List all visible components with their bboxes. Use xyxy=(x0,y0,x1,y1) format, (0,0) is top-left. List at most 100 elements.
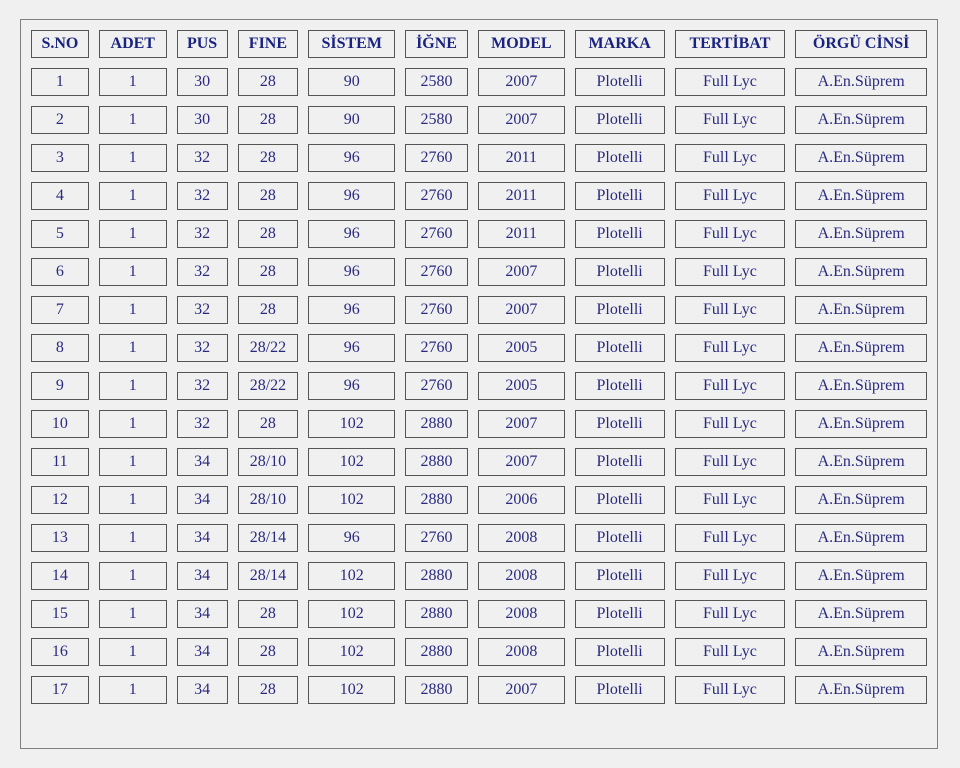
cell-marka: Plotelli xyxy=(574,182,665,210)
cell-marka: Plotelli xyxy=(574,68,665,96)
cell-marka: Plotelli xyxy=(574,258,665,286)
cell-pus: 34 xyxy=(176,562,228,590)
table-row: 10 1 32 28 102 2880 2007 Plotelli Full Lyc A.En.S… xyxy=(31,410,927,438)
column-header-tertibat: TERTİBAT xyxy=(674,30,786,58)
cell-marka: Plotelli xyxy=(574,486,665,514)
cell-igne: 2760 xyxy=(405,182,468,210)
table-row: 2 1 30 28 90 2580 2007 Plotelli Full Lyc A.En.Süp… xyxy=(31,106,927,134)
cell-tertibat: Full Lyc xyxy=(674,68,786,96)
table-row: 9 1 32 28/22 96 2760 2005 Plotelli Full Lyc A.En.… xyxy=(31,372,927,400)
cell-fine: 28/14 xyxy=(237,524,299,552)
cell-pus: 32 xyxy=(176,258,228,286)
table-row: 17 1 34 28 102 2880 2007 Plotelli Full Lyc A.En.S… xyxy=(31,676,927,704)
cell-pus: 32 xyxy=(176,182,228,210)
cell-tertibat: Full Lyc xyxy=(674,182,786,210)
cell-model: 2007 xyxy=(477,258,565,286)
cell-model: 2011 xyxy=(477,220,565,248)
cell-pus: 32 xyxy=(176,372,228,400)
cell-fine: 28 xyxy=(237,106,299,134)
cell-orgu-cinsi: A.En.Süprem xyxy=(795,524,927,552)
cell-orgu-cinsi: A.En.Süprem xyxy=(795,296,927,324)
cell-sno: 14 xyxy=(31,562,89,590)
cell-adet: 1 xyxy=(98,106,167,134)
cell-sistem: 102 xyxy=(308,448,396,476)
machine-table: S.NO ADET PUS FINE SİSTEM İĞNE MODEL MARKA TERTİ… xyxy=(21,20,937,714)
cell-orgu-cinsi: A.En.Süprem xyxy=(795,410,927,438)
cell-fine: 28 xyxy=(237,258,299,286)
cell-orgu-cinsi: A.En.Süprem xyxy=(795,448,927,476)
cell-sistem: 102 xyxy=(308,486,396,514)
cell-marka: Plotelli xyxy=(574,676,665,704)
cell-marka: Plotelli xyxy=(574,410,665,438)
cell-pus: 34 xyxy=(176,486,228,514)
column-header-adet: ADET xyxy=(98,30,167,58)
cell-tertibat: Full Lyc xyxy=(674,638,786,666)
cell-sistem: 102 xyxy=(308,410,396,438)
cell-sno: 6 xyxy=(31,258,89,286)
cell-tertibat: Full Lyc xyxy=(674,562,786,590)
cell-igne: 2760 xyxy=(405,334,468,362)
cell-fine: 28/10 xyxy=(237,448,299,476)
cell-marka: Plotelli xyxy=(574,334,665,362)
table-row: 13 1 34 28/14 96 2760 2008 Plotelli Full Lyc A.En… xyxy=(31,524,927,552)
cell-pus: 34 xyxy=(176,448,228,476)
cell-sno: 5 xyxy=(31,220,89,248)
cell-marka: Plotelli xyxy=(574,220,665,248)
table-row: 4 1 32 28 96 2760 2011 Plotelli Full Lyc A.En.Süp… xyxy=(31,182,927,210)
cell-sistem: 90 xyxy=(308,68,396,96)
cell-tertibat: Full Lyc xyxy=(674,334,786,362)
cell-igne: 2760 xyxy=(405,524,468,552)
cell-pus: 34 xyxy=(176,600,228,628)
cell-model: 2008 xyxy=(477,562,565,590)
cell-fine: 28 xyxy=(237,638,299,666)
table-frame: S.NO ADET PUS FINE SİSTEM İĞNE MODEL MARKA TERTİ… xyxy=(20,19,938,749)
cell-tertibat: Full Lyc xyxy=(674,410,786,438)
cell-adet: 1 xyxy=(98,410,167,438)
cell-sistem: 96 xyxy=(308,182,396,210)
cell-marka: Plotelli xyxy=(574,562,665,590)
cell-fine: 28/22 xyxy=(237,372,299,400)
cell-igne: 2880 xyxy=(405,448,468,476)
table-row: 7 1 32 28 96 2760 2007 Plotelli Full Lyc A.En.Süp… xyxy=(31,296,927,324)
table-row: 3 1 32 28 96 2760 2011 Plotelli Full Lyc A.En.Süp… xyxy=(31,144,927,172)
cell-sno: 16 xyxy=(31,638,89,666)
cell-sno: 15 xyxy=(31,600,89,628)
cell-sistem: 102 xyxy=(308,562,396,590)
column-header-sistem: SİSTEM xyxy=(308,30,396,58)
table-row: 14 1 34 28/14 102 2880 2008 Plotelli Full Lyc A.E… xyxy=(31,562,927,590)
cell-model: 2005 xyxy=(477,334,565,362)
cell-marka: Plotelli xyxy=(574,600,665,628)
cell-tertibat: Full Lyc xyxy=(674,676,786,704)
cell-igne: 2880 xyxy=(405,410,468,438)
column-header-sno: S.NO xyxy=(31,30,89,58)
cell-marka: Plotelli xyxy=(574,638,665,666)
cell-model: 2007 xyxy=(477,410,565,438)
cell-igne: 2880 xyxy=(405,676,468,704)
cell-marka: Plotelli xyxy=(574,296,665,324)
cell-fine: 28 xyxy=(237,68,299,96)
cell-pus: 32 xyxy=(176,144,228,172)
cell-adet: 1 xyxy=(98,372,167,400)
cell-igne: 2580 xyxy=(405,106,468,134)
cell-sistem: 102 xyxy=(308,676,396,704)
cell-marka: Plotelli xyxy=(574,448,665,476)
cell-marka: Plotelli xyxy=(574,106,665,134)
cell-fine: 28 xyxy=(237,220,299,248)
cell-igne: 2760 xyxy=(405,220,468,248)
cell-adet: 1 xyxy=(98,524,167,552)
column-header-marka: MARKA xyxy=(574,30,665,58)
cell-sistem: 96 xyxy=(308,144,396,172)
cell-tertibat: Full Lyc xyxy=(674,106,786,134)
cell-sno: 17 xyxy=(31,676,89,704)
cell-model: 2008 xyxy=(477,600,565,628)
column-header-model: MODEL xyxy=(477,30,565,58)
cell-pus: 32 xyxy=(176,296,228,324)
cell-marka: Plotelli xyxy=(574,144,665,172)
table-row: 6 1 32 28 96 2760 2007 Plotelli Full Lyc A.En.Süp… xyxy=(31,258,927,286)
cell-orgu-cinsi: A.En.Süprem xyxy=(795,638,927,666)
cell-sistem: 96 xyxy=(308,220,396,248)
cell-orgu-cinsi: A.En.Süprem xyxy=(795,182,927,210)
cell-tertibat: Full Lyc xyxy=(674,258,786,286)
cell-tertibat: Full Lyc xyxy=(674,220,786,248)
cell-pus: 34 xyxy=(176,524,228,552)
